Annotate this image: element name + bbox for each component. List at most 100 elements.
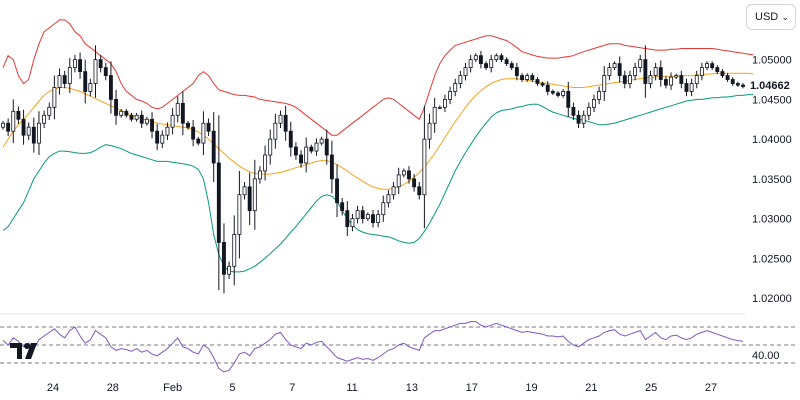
rsi-pane[interactable] bbox=[0, 321, 798, 373]
candle-body bbox=[612, 63, 617, 69]
candle-body bbox=[658, 67, 663, 80]
candle bbox=[689, 78, 694, 97]
price-axis[interactable]: 1.05000 1.04500 1.04000 1.03500 1.03000 1.025… bbox=[752, 55, 792, 305]
candle bbox=[293, 142, 298, 160]
candle bbox=[458, 70, 463, 89]
candle bbox=[437, 105, 442, 110]
candle-body bbox=[350, 218, 355, 227]
candle bbox=[586, 102, 591, 121]
candle bbox=[478, 50, 483, 69]
candle bbox=[175, 96, 180, 123]
price-pane[interactable] bbox=[1, 19, 754, 294]
candle bbox=[31, 117, 36, 153]
time-tick-label: 24 bbox=[47, 382, 59, 394]
candle-body bbox=[468, 59, 473, 69]
candle-body bbox=[258, 170, 262, 180]
candle bbox=[720, 69, 725, 78]
tradingview-logo[interactable] bbox=[10, 340, 44, 362]
candle-body bbox=[355, 210, 360, 220]
candle-body bbox=[211, 130, 216, 164]
candle-body bbox=[150, 118, 154, 132]
candle bbox=[340, 197, 345, 216]
candle bbox=[494, 53, 499, 63]
time-axis[interactable]: 24 28 Feb 5 7 11 13 17 19 21 25 27 bbox=[47, 382, 717, 394]
candle bbox=[11, 99, 16, 144]
candle-body bbox=[617, 63, 622, 76]
candle-body bbox=[283, 114, 288, 132]
candle bbox=[607, 62, 612, 81]
candle-body bbox=[597, 91, 602, 100]
candle-body bbox=[412, 178, 417, 188]
candle-body bbox=[741, 84, 745, 87]
candle bbox=[180, 91, 185, 136]
candle-body bbox=[73, 59, 77, 69]
candle bbox=[602, 66, 607, 101]
candle-body bbox=[206, 122, 211, 132]
candle-body bbox=[191, 126, 196, 140]
bollinger-upper-band bbox=[2, 19, 754, 136]
candle-body bbox=[155, 130, 160, 144]
candle bbox=[540, 81, 545, 87]
candle bbox=[432, 97, 437, 133]
candle bbox=[335, 164, 339, 218]
price-tick-label: 1.04500 bbox=[752, 94, 792, 106]
candle-body bbox=[628, 75, 632, 84]
candle bbox=[699, 62, 704, 81]
candle bbox=[191, 120, 196, 147]
rsi-line bbox=[2, 321, 744, 373]
candle-body bbox=[16, 110, 21, 120]
price-tick-label: 1.04000 bbox=[752, 134, 792, 146]
candle bbox=[1, 120, 5, 130]
candle-body bbox=[509, 63, 514, 69]
candle-body bbox=[288, 130, 293, 148]
candle bbox=[396, 167, 401, 194]
candle bbox=[237, 170, 242, 259]
candle-body bbox=[222, 242, 226, 275]
candle bbox=[247, 172, 252, 225]
time-tick-label: Feb bbox=[163, 382, 182, 394]
candle-body bbox=[653, 67, 658, 76]
time-tick-label: 13 bbox=[406, 382, 418, 394]
candle bbox=[576, 110, 581, 129]
candle bbox=[643, 45, 648, 98]
currency-label: USD bbox=[755, 11, 779, 23]
candle bbox=[561, 89, 566, 98]
candle-body bbox=[314, 142, 319, 152]
candle-body bbox=[484, 63, 488, 69]
candle bbox=[252, 159, 257, 230]
time-tick-label: 28 bbox=[107, 382, 119, 394]
candle bbox=[463, 62, 468, 81]
candle-body bbox=[78, 59, 83, 72]
candle bbox=[309, 144, 314, 154]
candle bbox=[263, 145, 268, 181]
candle-body bbox=[139, 114, 144, 124]
candle bbox=[283, 105, 288, 141]
candle-body bbox=[196, 138, 201, 144]
candle bbox=[725, 73, 730, 82]
candle-body bbox=[581, 114, 586, 124]
candle-body bbox=[391, 186, 396, 196]
candle-body bbox=[689, 83, 694, 92]
candle-body bbox=[88, 83, 93, 92]
candle bbox=[196, 136, 201, 146]
candle-body bbox=[638, 59, 643, 69]
bollinger-lower-band bbox=[2, 94, 754, 273]
rsi-axis[interactable]: 40.00 bbox=[752, 350, 780, 362]
candle bbox=[67, 58, 72, 94]
candle-body bbox=[31, 126, 36, 144]
candle-body bbox=[37, 122, 41, 144]
candle-body bbox=[520, 75, 524, 80]
candle-body bbox=[401, 170, 406, 176]
candle bbox=[715, 65, 720, 74]
candle bbox=[78, 52, 83, 79]
candle-body bbox=[504, 59, 509, 65]
candle-body bbox=[304, 146, 309, 164]
time-tick-label: 7 bbox=[289, 382, 295, 394]
candle bbox=[350, 213, 355, 232]
currency-selector[interactable]: USD ⌄ bbox=[746, 4, 796, 30]
price-tick-label: 1.02000 bbox=[752, 293, 792, 305]
candle bbox=[319, 136, 324, 146]
candle bbox=[381, 195, 386, 222]
candle-body bbox=[21, 118, 26, 136]
